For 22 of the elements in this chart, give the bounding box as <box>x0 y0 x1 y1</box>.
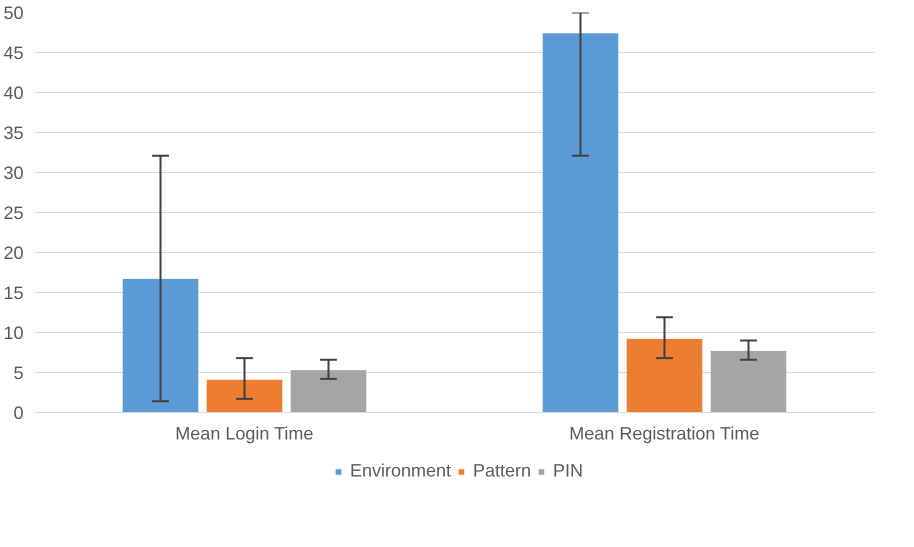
legend-label: PIN <box>553 460 584 482</box>
y-tick-label: 10 <box>3 323 24 343</box>
legend-label: Environment <box>350 460 451 482</box>
y-tick-label: 40 <box>3 83 24 103</box>
bar <box>710 350 786 412</box>
y-tick-label: 25 <box>3 203 24 223</box>
bar <box>626 338 702 412</box>
y-tick-label: 0 <box>13 403 24 423</box>
y-tick-label: 30 <box>3 163 24 183</box>
x-tick-label: Mean Registration Time <box>569 424 760 444</box>
y-tick-label: 45 <box>3 43 24 63</box>
bar <box>542 33 618 412</box>
legend-label: Pattern <box>473 460 532 482</box>
x-tick-label: Mean Login Time <box>175 424 314 444</box>
y-tick-label: 35 <box>3 123 24 143</box>
bar <box>122 278 198 412</box>
bar <box>206 380 282 412</box>
y-tick-label: 5 <box>13 363 24 383</box>
y-tick-label: 50 <box>3 3 24 23</box>
bar <box>290 370 366 412</box>
y-tick-label: 20 <box>3 243 24 263</box>
y-tick-label: 15 <box>3 283 24 303</box>
